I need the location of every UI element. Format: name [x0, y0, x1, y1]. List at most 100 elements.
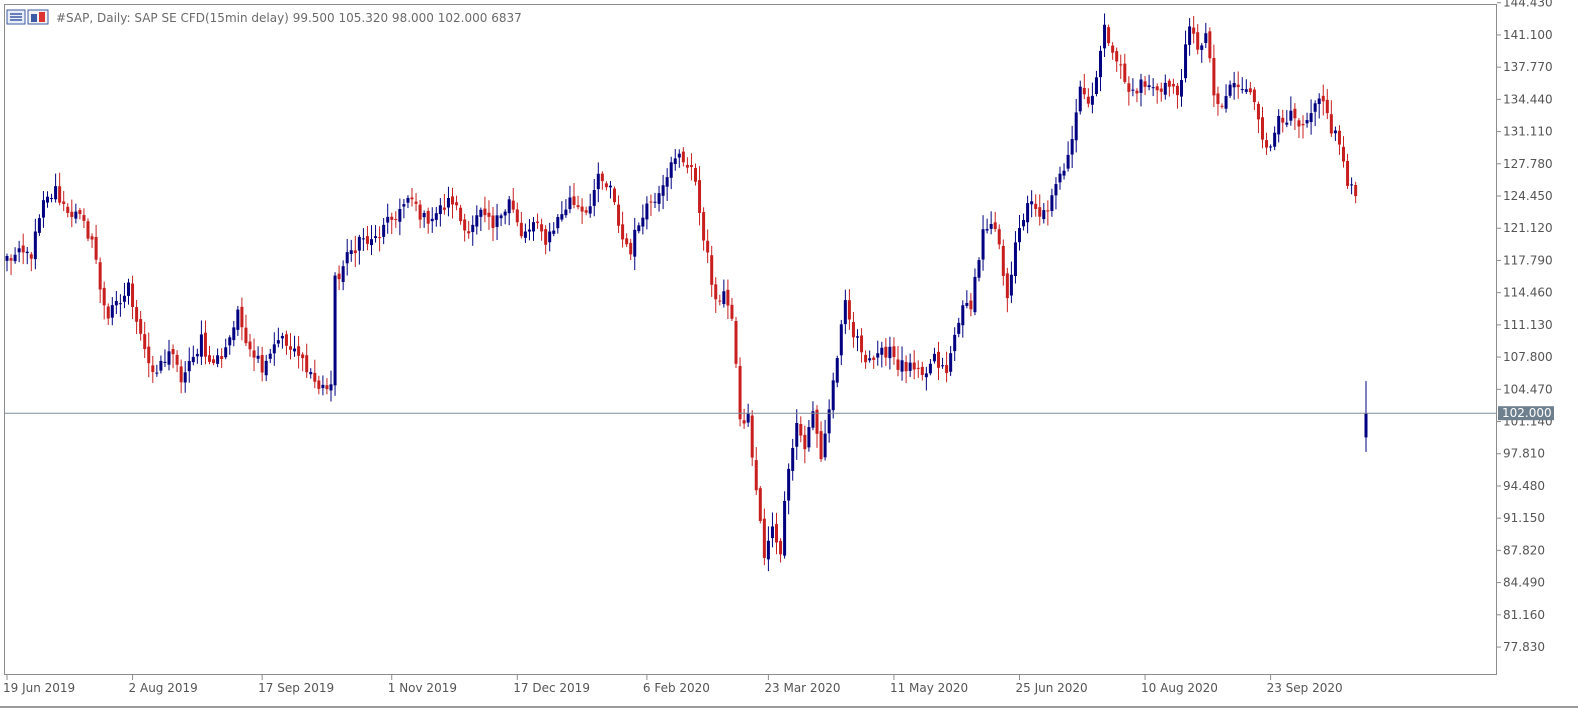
candle: [446, 186, 450, 217]
candle: [847, 289, 851, 330]
x-tick-label: 1 Nov 2019: [388, 681, 457, 695]
y-tick-label: 84.490: [1503, 576, 1545, 590]
candle: [1350, 177, 1354, 195]
x-axis: 19 Jun 2019 2 Aug 2019 17 Sep 2019 1 Nov 20…: [3, 675, 1343, 695]
indicator-list-icon[interactable]: [6, 9, 26, 25]
header-symbol: #SAP: [56, 11, 89, 25]
candle: [212, 355, 216, 366]
candle: [503, 209, 507, 225]
candle: [1301, 115, 1305, 139]
candle: [864, 350, 868, 369]
candle: [661, 174, 665, 210]
candle: [572, 183, 576, 209]
candle: [900, 346, 904, 381]
candle: [203, 320, 207, 365]
candle: [9, 254, 13, 276]
candle: [681, 147, 685, 167]
header-volume: 6837: [491, 11, 522, 25]
candle: [171, 344, 175, 369]
candle: [1317, 93, 1321, 119]
candle: [831, 372, 835, 419]
candle: [880, 341, 884, 368]
candle: [904, 355, 908, 384]
candle: [1281, 109, 1285, 133]
candle: [147, 332, 151, 378]
candle: [25, 246, 29, 265]
candle: [1046, 200, 1050, 226]
candle: [151, 355, 155, 383]
candle: [422, 210, 426, 228]
candle: [418, 200, 422, 229]
candle: [406, 195, 410, 209]
candle: [139, 311, 143, 341]
candle: [1082, 73, 1086, 100]
candle: [451, 187, 454, 219]
candle: [1086, 88, 1090, 108]
candle: [730, 297, 734, 321]
candle: [823, 419, 827, 461]
candle: [240, 297, 244, 341]
candle: [560, 201, 564, 222]
candle: [1058, 166, 1062, 190]
candle: [969, 293, 973, 317]
candle: [54, 173, 58, 203]
current-price-label-bg: [1498, 406, 1554, 421]
candle: [208, 345, 211, 365]
candle: [1285, 110, 1289, 128]
candle: [361, 228, 365, 251]
candle: [657, 185, 661, 212]
candle: [568, 185, 572, 214]
candle: [827, 399, 831, 443]
candle: [673, 149, 677, 171]
candle: [685, 157, 689, 174]
candle: [1273, 126, 1277, 151]
candle: [1038, 194, 1042, 226]
candle: [1232, 71, 1236, 100]
candle: [584, 206, 588, 216]
candle: [1094, 70, 1098, 97]
object-list-icon[interactable]: [27, 9, 49, 25]
candle: [511, 188, 515, 213]
candle: [268, 348, 272, 364]
y-axis: 144.430 141.100 137.770 134.440 131.110 127.7…: [1497, 0, 1553, 654]
candle: [256, 346, 260, 363]
candle: [341, 260, 345, 291]
candle: [665, 168, 669, 201]
candle: [762, 508, 766, 566]
candle: [1297, 118, 1301, 139]
candle: [694, 163, 697, 186]
x-tick-label: 2 Aug 2019: [129, 681, 198, 695]
candle: [1180, 69, 1183, 107]
candle: [1099, 45, 1102, 92]
candle: [1321, 84, 1325, 116]
candle: [1248, 81, 1252, 95]
candle: [1151, 78, 1155, 97]
candle: [698, 166, 702, 226]
candle: [621, 211, 625, 248]
candle: [856, 329, 859, 352]
candle: [1074, 99, 1078, 153]
candle: [819, 421, 823, 462]
current-price-line-group: 102.000: [5, 406, 1554, 421]
candle: [892, 337, 896, 365]
candle: [1018, 214, 1021, 251]
candle: [264, 354, 268, 382]
candle: [272, 332, 276, 366]
candle: [1115, 47, 1119, 72]
chart-header: #SAP, Daily: SAP SE CFD(15min delay) 99.…: [56, 11, 522, 25]
x-tick-label: 25 Jun 2020: [1016, 681, 1088, 695]
candle: [746, 403, 750, 427]
candle: [1236, 71, 1240, 99]
candle: [58, 172, 62, 206]
candle: [434, 206, 438, 227]
y-tick-label: 107.800: [1503, 350, 1553, 364]
candle: [1009, 261, 1013, 303]
candle: [37, 214, 41, 236]
candle: [552, 222, 556, 237]
candle: [791, 438, 795, 481]
candle: [370, 225, 373, 255]
candle: [70, 199, 74, 228]
candle: [1208, 27, 1212, 63]
candle: [617, 195, 621, 234]
